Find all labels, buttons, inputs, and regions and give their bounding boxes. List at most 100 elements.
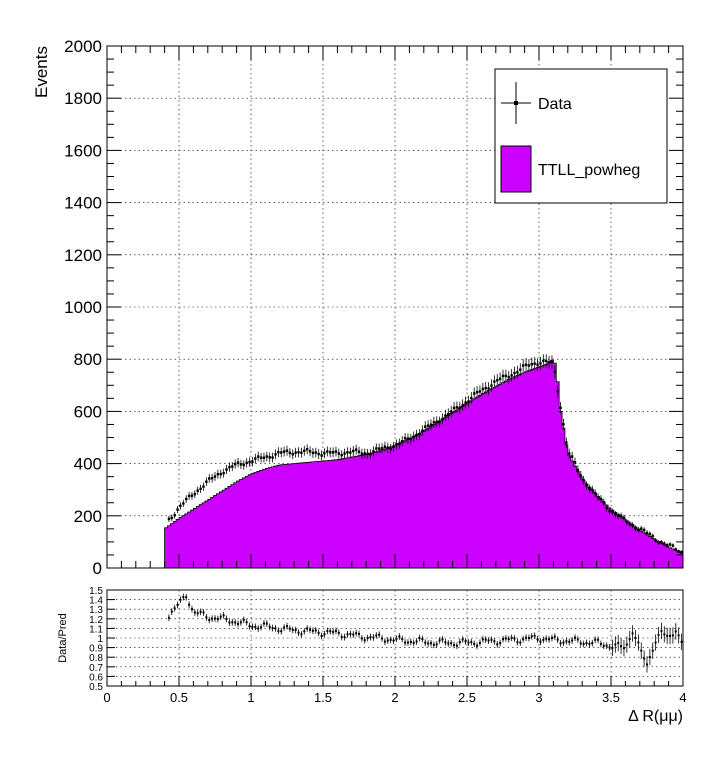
data-point-marker (331, 451, 335, 454)
ratio-y-tick-label: 1 (97, 634, 103, 645)
data-point (608, 507, 611, 515)
ratio-point-marker (208, 619, 211, 622)
ratio-point (464, 637, 467, 645)
data-point-marker (565, 441, 568, 444)
ratio-x-tick-label: 2.5 (458, 690, 476, 705)
ratio-point-marker (519, 641, 522, 644)
data-point-marker (516, 371, 519, 374)
data-point-marker (242, 463, 245, 467)
ratio-point-marker (568, 640, 571, 643)
data-point-marker (233, 462, 237, 466)
data-point-marker (668, 543, 672, 546)
ratio-point (306, 625, 309, 632)
data-point (579, 470, 582, 480)
data-point-marker (239, 463, 243, 466)
data-point-marker (236, 461, 240, 464)
data-point-marker (533, 362, 536, 365)
data-point-marker (205, 480, 208, 483)
ratio-x-tick-label: 0.5 (170, 690, 188, 705)
ratio-point-marker (170, 610, 173, 613)
ratio-point-marker (530, 635, 533, 638)
data-point-marker (547, 361, 551, 364)
data-point (386, 442, 389, 453)
data-point (366, 448, 369, 459)
data-point (424, 421, 427, 433)
data-point (288, 447, 292, 458)
ratio-point (628, 630, 631, 648)
data-point-marker (542, 359, 545, 363)
ratio-x-axis-label: Δ R(μμ) (628, 708, 683, 725)
data-point-marker (663, 542, 666, 545)
ratio-points (167, 593, 683, 673)
ratio-point (646, 656, 648, 673)
ratio-point (660, 622, 663, 640)
ratio-point (193, 609, 196, 616)
ratio-point (248, 622, 251, 630)
data-point-marker (654, 539, 657, 542)
ratio-point-marker (412, 641, 415, 644)
data-point-marker (591, 488, 594, 491)
legend-entry-data: Data (501, 82, 572, 124)
ratio-point (352, 631, 355, 638)
ratio-point-marker (332, 630, 335, 633)
ratio-point (409, 638, 412, 646)
ratio-point (265, 620, 268, 627)
data-point-marker (366, 452, 369, 456)
data-point (369, 449, 372, 460)
data-point (233, 459, 237, 469)
data-point (588, 484, 591, 493)
data-point (432, 416, 436, 428)
ratio-point-marker (366, 637, 369, 640)
ratio-point (346, 630, 349, 638)
ratio-point-marker (421, 637, 424, 640)
ratio-point (418, 634, 421, 642)
data-point-marker (648, 532, 652, 536)
ratio-point-marker (228, 621, 231, 624)
data-point-marker (262, 456, 266, 459)
data-point-marker (640, 527, 643, 530)
ratio-point-marker (435, 643, 438, 646)
data-point (441, 413, 444, 425)
ratio-point (378, 631, 381, 639)
ratio-y-tick-label: 1.1 (89, 624, 103, 635)
ratio-point (314, 627, 317, 634)
main-x-axis (106, 46, 684, 568)
ratio-point-marker (654, 641, 657, 644)
data-point (631, 522, 634, 529)
data-point (510, 369, 513, 382)
ratio-point-marker (556, 638, 559, 641)
ratio-point (211, 615, 214, 623)
main-y-tick-label: 600 (74, 402, 102, 421)
ratio-point (516, 638, 519, 646)
ratio-point-marker (404, 641, 407, 644)
data-point (547, 355, 551, 369)
ratio-point-marker (271, 626, 274, 629)
ratio-point (288, 625, 291, 632)
data-point-marker (219, 472, 222, 476)
ratio-point-marker (648, 656, 651, 659)
ratio-point (536, 635, 539, 643)
data-point (412, 431, 415, 443)
ratio-point (329, 627, 332, 635)
ratio-point (274, 624, 277, 632)
data-point (593, 489, 597, 498)
main-y-tick-label: 1600 (64, 141, 102, 160)
main-y-axis-label: Events (32, 46, 51, 98)
ratio-point-marker (291, 628, 294, 631)
ratio-point-marker (260, 626, 263, 629)
data-point (516, 365, 519, 379)
ratio-point (415, 638, 418, 645)
data-point-marker (268, 456, 271, 459)
data-point (556, 385, 559, 398)
ratio-point (323, 630, 326, 638)
ratio-point (300, 630, 303, 638)
ratio-point (363, 636, 366, 644)
data-point (591, 485, 594, 494)
data-point (576, 465, 580, 475)
data-point (484, 381, 487, 395)
data-point (277, 447, 280, 458)
data-point-marker (637, 528, 640, 531)
data-point (259, 452, 263, 463)
data-point (352, 446, 355, 456)
ratio-point (493, 637, 496, 645)
